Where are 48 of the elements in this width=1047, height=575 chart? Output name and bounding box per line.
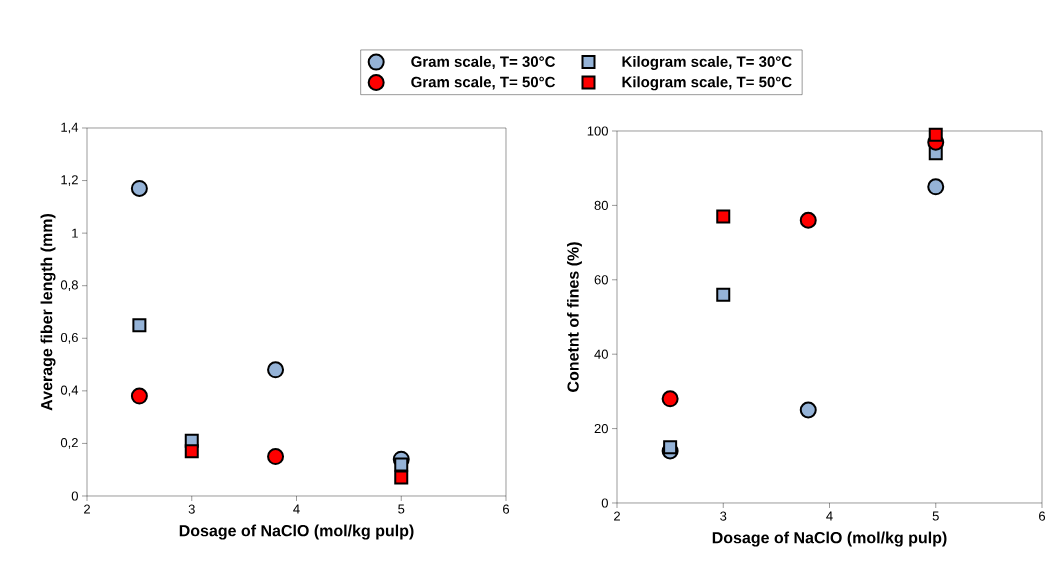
point [927,178,945,196]
x-tick-label: 6 [503,504,510,514]
point [394,470,409,485]
y-tick-label: 60 [594,275,608,285]
point [663,440,678,455]
legend-label: Kilogram scale, T= 30°C [622,55,792,70]
y-axis-title: Conetnt of fines (%) [567,242,582,392]
x-tick-label: 4 [826,511,833,521]
point [716,209,731,224]
point [267,448,285,466]
point [267,361,285,379]
point [661,390,679,408]
point [928,127,943,142]
y-tick-label: 20 [594,423,608,434]
point [799,401,817,419]
y-tick-label: 1 [72,228,78,238]
y-tick-label: 100 [587,126,608,136]
y-tick-label: 0,2 [60,438,78,449]
legend-label: Gram scale, T= 50°C [411,76,556,90]
point [184,444,199,459]
y-tick-label: 0 [601,498,608,508]
point [799,211,817,229]
x-tick-label: 2 [84,504,90,514]
y-tick-label: 1,4 [61,122,79,134]
x-axis-title: Dosage of NaClO (mol/kg pulp) [712,531,947,547]
x-tick-label: 6 [1039,511,1046,521]
legend-label: Kilogram scale, T= 50°C [622,76,792,91]
x-tick-label: 3 [720,511,727,521]
y-tick-label: 80 [594,200,608,210]
point [130,179,148,197]
y-tick-label: 0,6 [60,332,78,344]
point [716,287,731,302]
legend-label: Gram scale, T= 30°C [411,55,556,70]
x-tick-label: 4 [293,504,300,514]
x-tick-label: 5 [932,511,939,521]
y-tick-label: 0,8 [60,280,78,292]
x-tick-label: 2 [614,511,620,521]
point [132,318,147,333]
x-tick-label: 3 [188,504,195,514]
y-axis-title: Average fiber length (mm) [40,213,56,411]
y-tick-label: 0,4 [60,385,79,397]
y-tick-label: 1,2 [61,175,78,186]
y-tick-label: 0 [71,491,78,501]
y-tick-label: 40 [594,349,608,359]
point [394,457,409,472]
point [130,387,148,405]
x-tick-label: 5 [398,504,405,514]
x-axis-title: Dosage of NaClO (mol/kg pulp) [179,524,414,540]
